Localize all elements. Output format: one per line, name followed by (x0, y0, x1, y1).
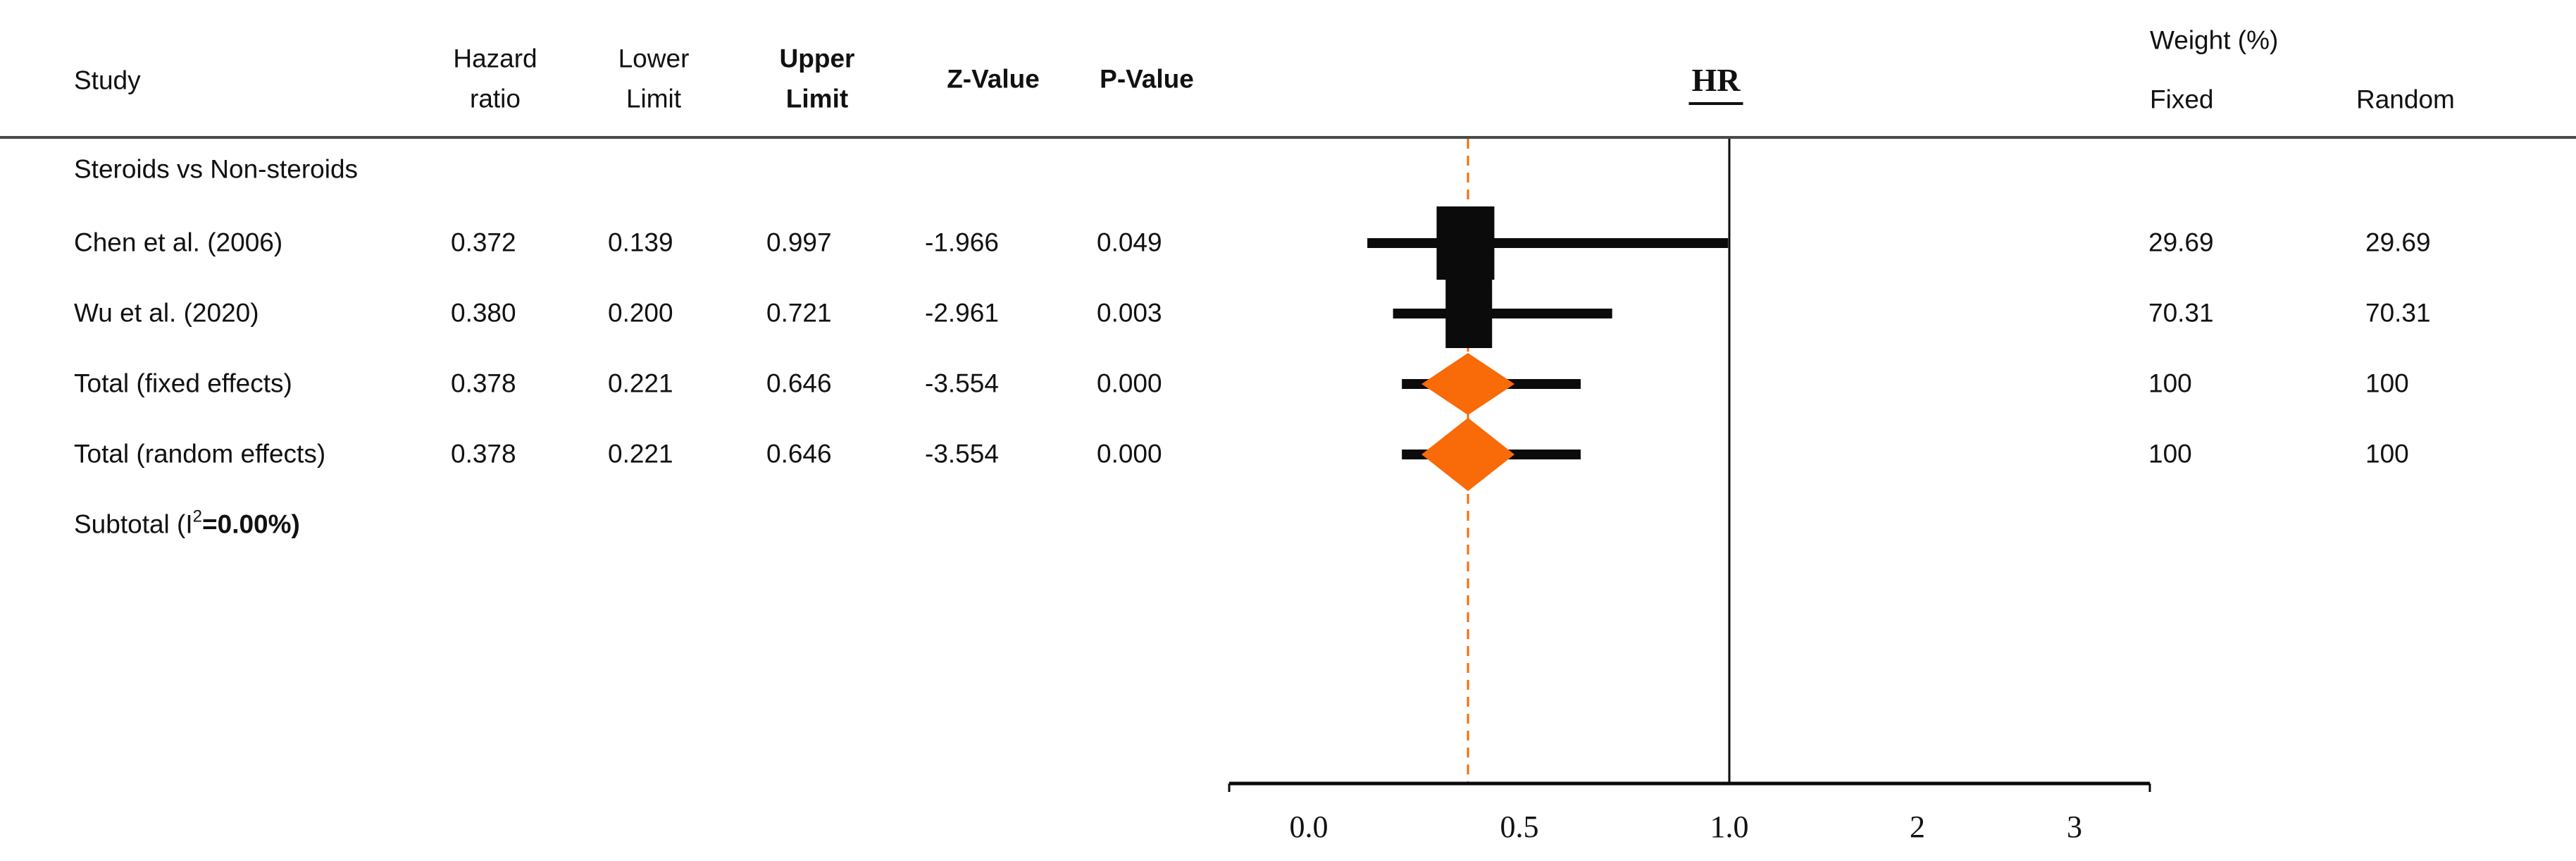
value-p: 0.000 (1097, 368, 1162, 398)
value-lower: 0.221 (608, 368, 673, 398)
subtotal-prefix: Subtotal (I (74, 509, 193, 539)
study-label: Total (random effects) (74, 439, 326, 469)
value-lower: 0.221 (608, 439, 673, 469)
value-hr: 0.372 (451, 228, 516, 257)
value-z: -3.554 (925, 439, 999, 469)
subtotal-heterogeneity-label: Subtotal (I2=0.00%) (74, 507, 300, 540)
value-weight_random: 100 (2365, 368, 2409, 398)
value-weight_random: 70.31 (2365, 298, 2431, 328)
upper-limit-column-header: Upper Limit (779, 44, 855, 113)
subgroup-label: Steroids vs Non-steroids (74, 154, 359, 184)
value-z: -3.554 (925, 368, 999, 398)
x-axis-tick-label: 0.0 (1290, 810, 1329, 844)
study-label: Chen et al. (2006) (74, 228, 283, 257)
subtotal-value: =0.00%) (202, 509, 300, 539)
value-weight_fixed: 70.31 (2148, 298, 2214, 328)
study-column-header: Study (74, 66, 141, 95)
value-weight_fixed: 100 (2148, 439, 2192, 469)
x-axis-tick-label: 0.5 (1500, 810, 1539, 844)
value-z: -2.961 (925, 298, 999, 328)
pooled-effect-diamond (1421, 353, 1515, 415)
study-label: Wu et al. (2020) (74, 298, 259, 328)
lower-limit-column-header: Lower Limit (618, 44, 690, 113)
weight-fixed-header: Fixed (2150, 85, 2214, 114)
value-weight_random: 29.69 (2365, 228, 2431, 257)
value-upper: 0.646 (766, 368, 832, 398)
z-value-column-header: Z-Value (947, 64, 1040, 94)
value-hr: 0.378 (451, 368, 516, 398)
x-axis-tick-label: 3 (2067, 810, 2082, 844)
value-upper: 0.997 (766, 228, 832, 257)
value-weight_fixed: 29.69 (2148, 228, 2214, 257)
value-lower: 0.139 (608, 228, 673, 257)
value-p: 0.000 (1097, 439, 1162, 469)
value-hr: 0.378 (451, 439, 516, 469)
x-axis-tick-label: 1.0 (1710, 810, 1749, 844)
value-weight_random: 100 (2365, 439, 2409, 469)
weight-random-header: Random (2356, 85, 2455, 114)
value-hr: 0.380 (451, 298, 516, 328)
value-p: 0.003 (1097, 298, 1162, 328)
study-label: Total (fixed effects) (74, 368, 292, 398)
value-upper: 0.646 (766, 439, 832, 469)
value-upper: 0.721 (766, 298, 832, 328)
i-squared-superscript: 2 (192, 507, 203, 526)
header-separator-line (0, 136, 2576, 139)
pooled-effect-diamond (1421, 418, 1515, 491)
study-effect-square (1445, 279, 1493, 348)
value-lower: 0.200 (608, 298, 673, 328)
weight-percent-header: Weight (%) (2150, 25, 2279, 55)
hazard-ratio-column-header: Hazard ratio (453, 44, 537, 113)
p-value-column-header: P-Value (1100, 64, 1194, 94)
value-weight_fixed: 100 (2148, 368, 2192, 398)
study-effect-square (1436, 206, 1495, 280)
x-axis-tick-label: 2 (1910, 810, 1925, 844)
effect-measure-header: HR (1688, 61, 1743, 105)
value-p: 0.049 (1097, 228, 1162, 257)
value-z: -1.966 (925, 228, 999, 257)
